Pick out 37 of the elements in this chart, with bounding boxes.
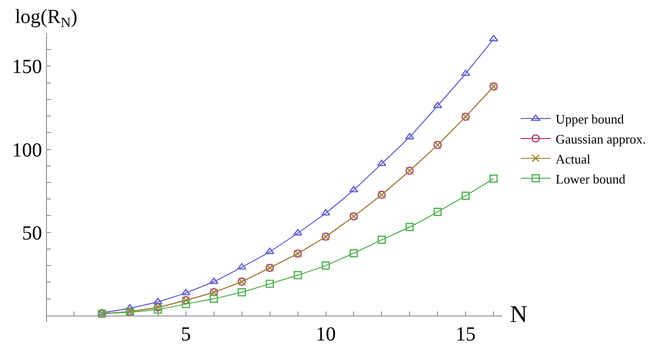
point (125, 304, 135, 311)
point (321, 209, 330, 216)
y-tick-label: 100 (12, 139, 42, 162)
legend-label: Actual (556, 151, 591, 166)
y-tick-label: 150 (12, 56, 42, 78)
point (488, 34, 498, 42)
point (154, 305, 162, 314)
point (378, 236, 386, 244)
point (181, 288, 191, 296)
legend-label: Lower bound (556, 171, 626, 186)
point (322, 261, 330, 270)
point (153, 298, 163, 304)
y-tick-label: 50 (22, 222, 42, 244)
point (265, 248, 274, 254)
point (182, 300, 190, 308)
x-axis-title: N (510, 302, 528, 328)
point (294, 271, 302, 280)
point (237, 263, 246, 270)
point (406, 222, 414, 232)
legend-label: Gaussian approx. (556, 132, 646, 147)
point (490, 174, 498, 183)
x-tick-label: 10 (316, 323, 336, 346)
point (266, 280, 274, 288)
x-tick-label: 15 (456, 323, 476, 346)
point (238, 288, 246, 296)
point (433, 102, 442, 108)
y-axis-title: log(R$_{N}$) (15, 6, 78, 32)
point (349, 186, 358, 192)
point (460, 70, 470, 76)
point (405, 132, 414, 140)
legend-label: Upper bound (556, 112, 624, 127)
point (462, 192, 470, 200)
x-tick-label: 5 (180, 323, 191, 346)
point (377, 160, 386, 166)
point (210, 294, 218, 303)
point (434, 208, 442, 216)
point (350, 249, 358, 258)
